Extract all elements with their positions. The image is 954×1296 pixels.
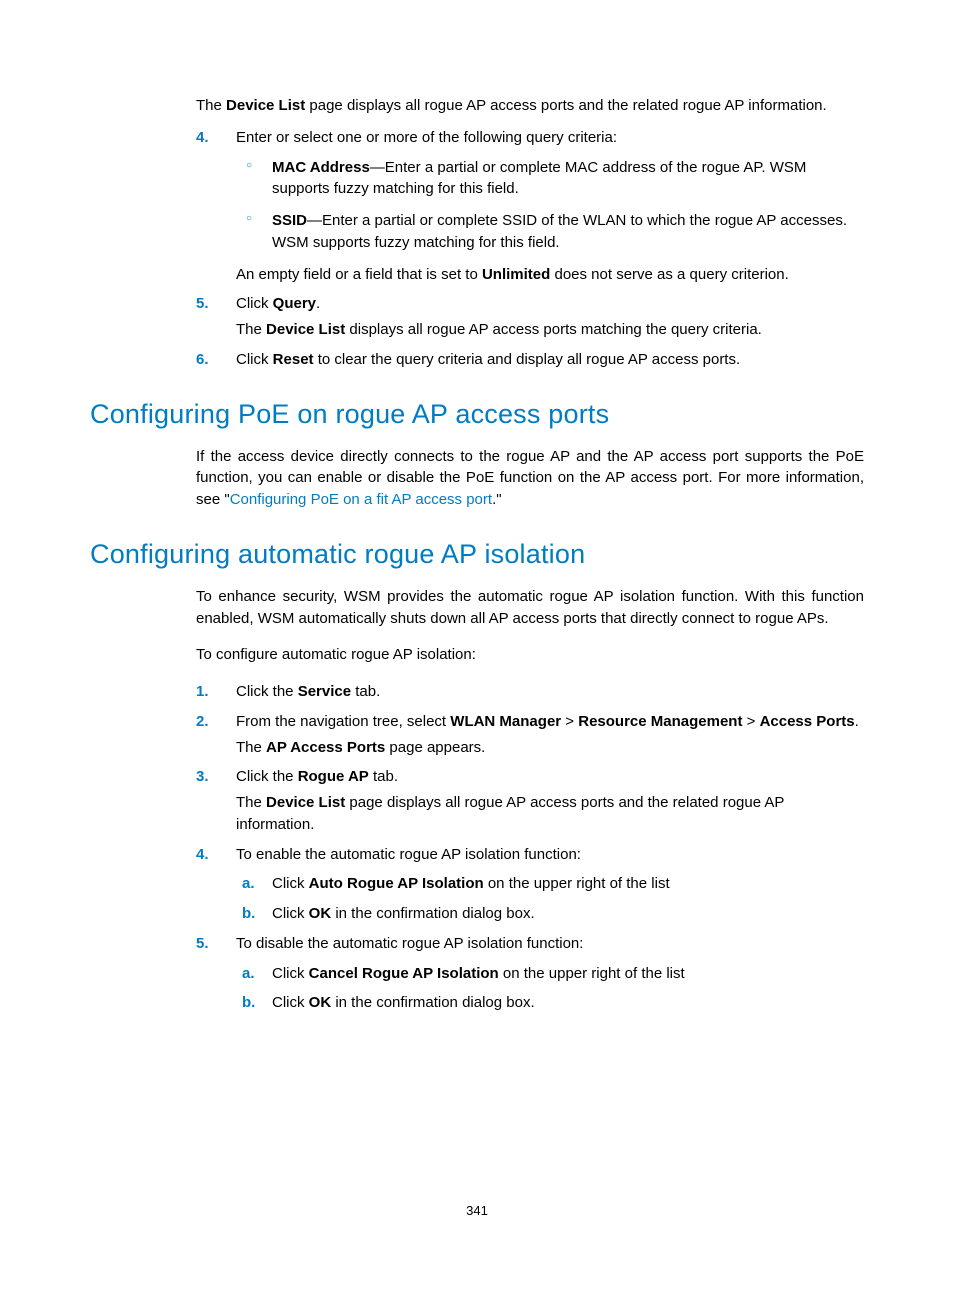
text: tab. (351, 683, 380, 700)
bold: Unlimited (482, 266, 550, 283)
top-steps: 4. Enter or select one or more of the fo… (196, 127, 864, 371)
step-text: To disable the automatic rogue AP isolat… (236, 935, 583, 952)
text: page displays all rogue AP access ports … (305, 97, 826, 114)
substep-a: a. Click Auto Rogue AP Isolation on the … (236, 873, 864, 895)
text: does not serve as a query criterion. (550, 266, 788, 283)
bold: Auto Rogue AP Isolation (309, 875, 484, 892)
step-text: To enable the automatic rogue AP isolati… (236, 846, 581, 863)
text: Click (236, 295, 273, 312)
text: in the confirmation dialog box. (331, 994, 534, 1011)
step-text: Enter or select one or more of the follo… (236, 129, 617, 146)
text: Click (272, 965, 309, 982)
device-list-intro: The Device List page displays all rogue … (196, 95, 864, 117)
text: Click the (236, 683, 298, 700)
bold: Reset (273, 351, 314, 368)
text: The (196, 97, 226, 114)
step-number: 4. (196, 844, 224, 866)
text: The (236, 739, 266, 756)
text: . (855, 713, 859, 730)
step-number: 6. (196, 349, 224, 371)
bullet-mac: MAC Address—Enter a partial or complete … (236, 157, 864, 201)
iso-step-3: 3. Click the Rogue AP tab. The Device Li… (196, 766, 864, 835)
disable-substeps: a. Click Cancel Rogue AP Isolation on th… (236, 963, 864, 1015)
isolation-para1: To enhance security, WSM provides the au… (196, 586, 864, 630)
bold: Resource Management (578, 713, 742, 730)
bold: Device List (226, 97, 305, 114)
text: Click (236, 351, 273, 368)
substep-a: a. Click Cancel Rogue AP Isolation on th… (236, 963, 864, 985)
text: Click (272, 994, 309, 1011)
bold: Service (298, 683, 351, 700)
heading-poe: Configuring PoE on rogue AP access ports (90, 399, 864, 430)
step-number: 3. (196, 766, 224, 788)
bold: MAC Address (272, 159, 370, 176)
text: ." (492, 491, 502, 508)
text: displays all rogue AP access ports match… (345, 321, 762, 338)
poe-para: If the access device directly connects t… (196, 446, 864, 511)
step-number: 5. (196, 933, 224, 955)
text: From the navigation tree, select (236, 713, 450, 730)
bold: OK (309, 905, 332, 922)
text: The (236, 794, 266, 811)
step-5: 5. Click Query. The Device List displays… (196, 293, 864, 341)
poe-block: If the access device directly connects t… (196, 446, 864, 511)
page-number: 341 (0, 1203, 954, 1218)
ap-access-ports-extra: The AP Access Ports page appears. (236, 737, 864, 759)
text: on the upper right of the list (499, 965, 685, 982)
step-4: 4. Enter or select one or more of the fo… (196, 127, 864, 286)
bold: Query (273, 295, 316, 312)
text: page appears. (385, 739, 485, 756)
step-number: 1. (196, 681, 224, 703)
page: The Device List page displays all rogue … (0, 0, 954, 1296)
text: . (316, 295, 320, 312)
alpha-label: b. (242, 903, 255, 925)
isolation-para2: To configure automatic rogue AP isolatio… (196, 644, 864, 666)
device-list-extra: The Device List page displays all rogue … (236, 792, 864, 836)
bold: Device List (266, 321, 345, 338)
step-number: 5. (196, 293, 224, 315)
text: Click (272, 875, 309, 892)
iso-step-1: 1. Click the Service tab. (196, 681, 864, 703)
alpha-label: b. (242, 992, 255, 1014)
text: on the upper right of the list (484, 875, 670, 892)
text: Click the (236, 768, 298, 785)
alpha-label: a. (242, 873, 255, 895)
step-number: 2. (196, 711, 224, 733)
query-result: The Device List displays all rogue AP ac… (236, 319, 864, 341)
text: The (236, 321, 266, 338)
text: Click (272, 905, 309, 922)
poe-link[interactable]: Configuring PoE on a fit AP access port (230, 491, 492, 508)
bold: WLAN Manager (450, 713, 561, 730)
unlimited-note: An empty field or a field that is set to… (236, 264, 864, 286)
substep-b: b. Click OK in the confirmation dialog b… (236, 903, 864, 925)
iso-step-4: 4. To enable the automatic rogue AP isol… (196, 844, 864, 925)
isolation-block: To enhance security, WSM provides the au… (196, 586, 864, 1014)
bullet-ssid: SSID—Enter a partial or complete SSID of… (236, 210, 864, 254)
text: > (561, 713, 578, 730)
bold: AP Access Ports (266, 739, 385, 756)
text: —Enter a partial or complete SSID of the… (272, 212, 847, 251)
iso-step-2: 2. From the navigation tree, select WLAN… (196, 711, 864, 759)
text: An empty field or a field that is set to (236, 266, 482, 283)
text: > (742, 713, 759, 730)
text: tab. (369, 768, 398, 785)
isolation-steps: 1. Click the Service tab. 2. From the na… (196, 681, 864, 1014)
alpha-label: a. (242, 963, 255, 985)
bold: Cancel Rogue AP Isolation (309, 965, 499, 982)
bold: Access Ports (760, 713, 855, 730)
bold: Rogue AP (298, 768, 369, 785)
step-6: 6. Click Reset to clear the query criter… (196, 349, 864, 371)
bold: Device List (266, 794, 345, 811)
top-block: The Device List page displays all rogue … (196, 95, 864, 371)
substep-b: b. Click OK in the confirmation dialog b… (236, 992, 864, 1014)
bold: OK (309, 994, 332, 1011)
heading-isolation: Configuring automatic rogue AP isolation (90, 539, 864, 570)
enable-substeps: a. Click Auto Rogue AP Isolation on the … (236, 873, 864, 925)
criteria-bullets: MAC Address —Enter a partial or complete … (236, 157, 864, 254)
text: to clear the query criteria and display … (314, 351, 741, 368)
step-number: 4. (196, 127, 224, 149)
text: in the confirmation dialog box. (331, 905, 534, 922)
bold: SSID (272, 212, 307, 229)
iso-step-5: 5. To disable the automatic rogue AP iso… (196, 933, 864, 1014)
